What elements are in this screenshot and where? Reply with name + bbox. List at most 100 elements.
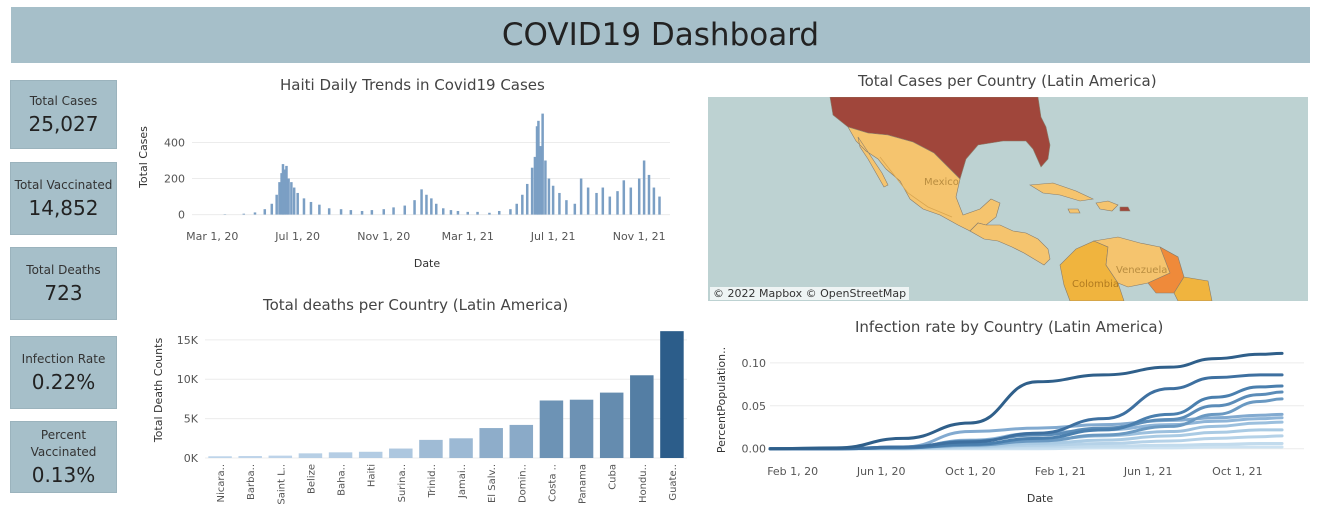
haiti-case-bar[interactable]: [476, 211, 479, 215]
haiti-case-bar[interactable]: [541, 113, 544, 215]
haiti-case-bar[interactable]: [616, 191, 619, 215]
haiti-case-bar[interactable]: [530, 167, 534, 215]
death-bar[interactable]: [509, 424, 534, 458]
haiti-case-bar[interactable]: [430, 198, 433, 215]
haiti-case-bar[interactable]: [466, 211, 469, 215]
haiti-case-bar[interactable]: [290, 182, 293, 215]
infection-rate-chart[interactable]: 0.00 0.05 0.10 Feb 1, 20 Jun 1, 20 Oct 1, 20…: [712, 338, 1312, 510]
haiti-case-bar[interactable]: [296, 192, 299, 215]
haiti-case-bar[interactable]: [392, 207, 395, 215]
x-tick-label: Oct 1, 20: [945, 465, 996, 478]
infection-series-line[interactable]: [768, 351, 1284, 451]
map-region-mexico[interactable]: [847, 126, 1001, 232]
haiti-case-bar[interactable]: [488, 212, 491, 215]
haiti-case-bar[interactable]: [652, 187, 656, 215]
haiti-case-bar[interactable]: [537, 120, 540, 215]
haiti-case-bar[interactable]: [544, 160, 547, 215]
death-bar[interactable]: [358, 451, 383, 458]
haiti-case-bar[interactable]: [647, 174, 651, 215]
death-bar[interactable]: [599, 392, 624, 458]
death-bar[interactable]: [208, 456, 232, 458]
haiti-case-bar[interactable]: [370, 210, 374, 215]
haiti-case-bar[interactable]: [441, 208, 445, 215]
haiti-case-bar[interactable]: [281, 164, 285, 215]
haiti-case-bar[interactable]: [425, 194, 428, 215]
map-attribution[interactable]: © 2022 Mapbox © OpenStreetMap: [710, 287, 910, 300]
latin-america-map[interactable]: Mexico Colombia Venezuela © 2022 Mapbox …: [708, 97, 1308, 301]
haiti-case-bar[interactable]: [382, 209, 386, 215]
haiti-case-bar[interactable]: [595, 192, 598, 215]
haiti-case-bar[interactable]: [551, 185, 555, 215]
haiti-case-bar[interactable]: [547, 178, 551, 215]
haiti-case-bar[interactable]: [539, 146, 542, 215]
death-bar[interactable]: [660, 331, 684, 458]
haiti-case-bar[interactable]: [413, 200, 416, 215]
haiti-case-bar[interactable]: [533, 156, 537, 215]
death-bar[interactable]: [630, 375, 654, 458]
haiti-case-bar[interactable]: [579, 178, 583, 215]
haiti-case-bar[interactable]: [403, 205, 407, 215]
haiti-case-bar[interactable]: [456, 210, 460, 215]
haiti-case-bar[interactable]: [601, 187, 605, 215]
map-region-hispaniola[interactable]: [1095, 200, 1119, 212]
death-bar[interactable]: [479, 428, 503, 458]
map-region-central-america[interactable]: [969, 222, 1051, 266]
death-bar[interactable]: [328, 452, 353, 458]
haiti-case-bar[interactable]: [521, 194, 524, 215]
map-region-haiti[interactable]: [1119, 206, 1131, 212]
haiti-case-bar[interactable]: [318, 204, 321, 215]
haiti-case-bar[interactable]: [629, 187, 633, 215]
death-bar[interactable]: [389, 448, 413, 458]
death-bar[interactable]: [268, 455, 293, 458]
haiti-case-bar[interactable]: [420, 189, 423, 215]
haiti-case-bar[interactable]: [302, 198, 306, 215]
haiti-case-bar[interactable]: [497, 210, 501, 215]
haiti-case-bar[interactable]: [434, 203, 438, 215]
death-bar[interactable]: [569, 399, 594, 458]
haiti-case-bar[interactable]: [253, 212, 257, 215]
haiti-case-bar[interactable]: [642, 160, 646, 215]
death-bar[interactable]: [419, 439, 443, 458]
haiti-case-bar[interactable]: [263, 209, 267, 215]
haiti-case-bar[interactable]: [287, 178, 290, 215]
haiti-case-bar[interactable]: [608, 196, 612, 215]
haiti-case-bar[interactable]: [535, 126, 539, 215]
map-region-suriname[interactable]: [1173, 276, 1213, 301]
haiti-case-bar[interactable]: [285, 165, 288, 215]
haiti-case-bar[interactable]: [449, 210, 453, 215]
map-canvas[interactable]: Mexico Colombia Venezuela: [708, 97, 1308, 301]
haiti-case-bar[interactable]: [349, 210, 353, 215]
haiti-case-bar[interactable]: [658, 196, 661, 215]
haiti-case-bar[interactable]: [327, 208, 331, 215]
death-bar[interactable]: [298, 453, 323, 458]
haiti-case-bar[interactable]: [573, 203, 577, 215]
haiti-case-bar[interactable]: [275, 194, 278, 215]
deaths-per-country-chart[interactable]: 0K 5K 10K 15K Nicara.. Barba.. Saint L.. Beliz…: [135, 318, 695, 518]
haiti-case-bar[interactable]: [278, 182, 281, 215]
haiti-case-bar[interactable]: [622, 180, 626, 215]
haiti-case-bar[interactable]: [637, 178, 641, 215]
haiti-case-bar[interactable]: [280, 173, 283, 215]
haiti-case-bar[interactable]: [270, 203, 274, 215]
death-bar[interactable]: [539, 400, 564, 458]
haiti-case-bar[interactable]: [525, 183, 529, 215]
y-tick-label: 5K: [184, 413, 199, 426]
haiti-case-bar[interactable]: [339, 209, 343, 215]
map-region-cuba[interactable]: [1029, 182, 1095, 202]
haiti-daily-cases-chart[interactable]: 0 200 400 Mar 1, 20 Jul 1, 20 Nov 1, 20 Mar 1…: [135, 95, 685, 275]
haiti-case-bar[interactable]: [309, 201, 313, 215]
infection-series-line[interactable]: [768, 373, 1284, 451]
map-region-guyana[interactable]: [1147, 246, 1185, 294]
haiti-case-bar[interactable]: [515, 203, 518, 215]
haiti-case-bar[interactable]: [242, 213, 246, 215]
death-bar[interactable]: [238, 456, 262, 458]
map-region-jamaica[interactable]: [1067, 208, 1081, 214]
haiti-case-bar[interactable]: [558, 192, 561, 215]
haiti-case-bar[interactable]: [565, 200, 568, 215]
haiti-case-bar[interactable]: [586, 187, 590, 215]
haiti-case-bar[interactable]: [292, 187, 296, 215]
haiti-case-bar[interactable]: [283, 169, 286, 215]
haiti-case-bar[interactable]: [360, 210, 364, 215]
haiti-case-bar[interactable]: [509, 209, 512, 215]
death-bar[interactable]: [449, 438, 473, 458]
